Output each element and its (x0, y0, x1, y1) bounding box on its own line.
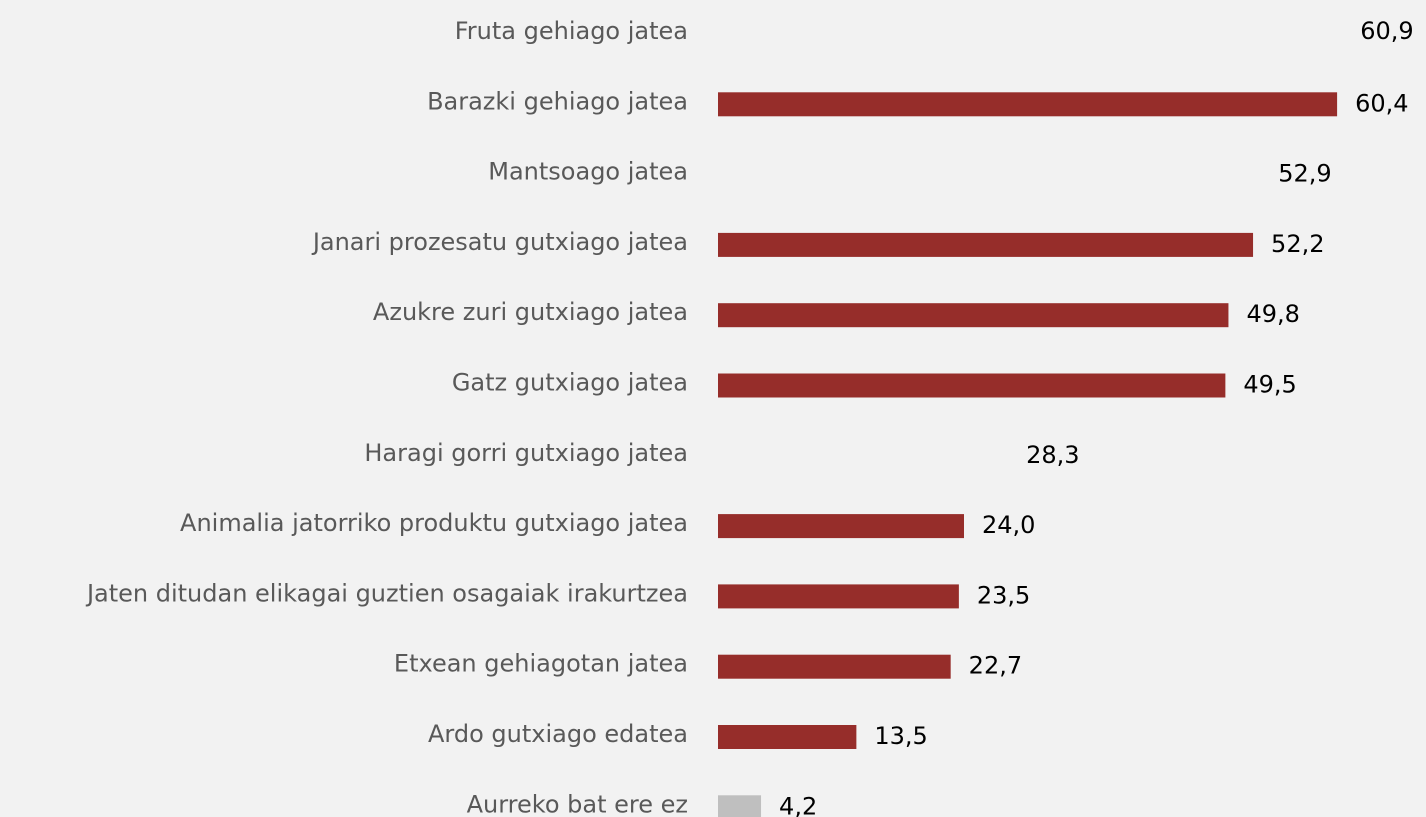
bar (718, 725, 857, 749)
bar (718, 232, 1254, 257)
bar (718, 92, 1338, 117)
category-label: Aurreko bat ere ez (467, 790, 688, 817)
category-label: Gatz gutxiago jatea (452, 369, 688, 397)
category-label: Barazki gehiago jatea (427, 87, 688, 115)
value-label: 60,9 (1360, 17, 1413, 45)
category-label: Jaten ditudan elikagai guztien osagaiak … (85, 579, 688, 607)
bar (718, 20, 1343, 44)
category-label: Janari prozesatu gutxiago jatea (311, 228, 688, 256)
category-label: Animalia jatorriko produktu gutxiago jat… (180, 509, 688, 537)
value-label: 23,5 (977, 581, 1030, 609)
bar (718, 443, 1009, 468)
bar (718, 303, 1229, 328)
bar (718, 514, 964, 539)
value-label: 24,0 (982, 511, 1035, 539)
value-label: 52,2 (1271, 230, 1324, 258)
category-label: Fruta gehiago jatea (455, 17, 688, 45)
category-label: Mantsoago jatea (488, 158, 688, 186)
bar (718, 373, 1226, 398)
bar (718, 162, 1261, 187)
value-label: 49,5 (1243, 371, 1296, 399)
category-label: Azukre zuri gutxiago jatea (373, 298, 688, 326)
bar (718, 654, 951, 679)
value-label: 60,4 (1355, 89, 1408, 117)
bar (718, 795, 762, 817)
value-label: 4,2 (779, 792, 817, 817)
category-label: Haragi gorri gutxiago jatea (364, 439, 688, 467)
category-label: Etxean gehiagotan jatea (394, 650, 688, 678)
value-label: 22,7 (969, 652, 1022, 680)
value-label: 49,8 (1246, 300, 1299, 328)
value-label: 13,5 (874, 722, 927, 750)
category-label: Ardo gutxiago edatea (428, 720, 688, 748)
value-label: 52,9 (1278, 160, 1331, 188)
value-label: 28,3 (1026, 441, 1079, 469)
bar (718, 584, 959, 609)
